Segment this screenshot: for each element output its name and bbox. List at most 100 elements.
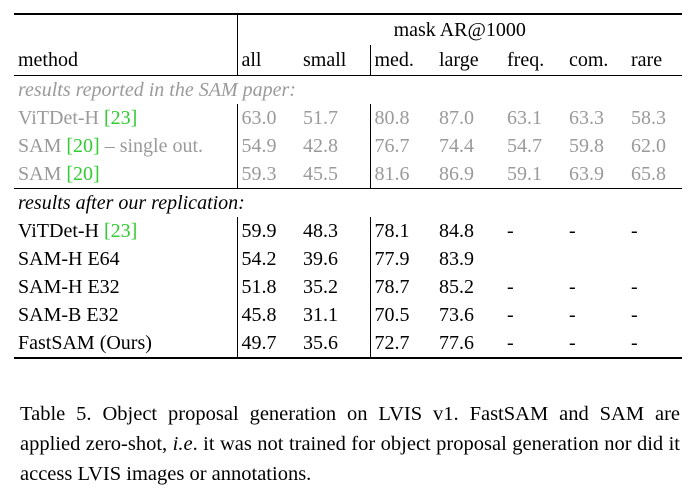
value-cell: 35.6 <box>303 332 338 354</box>
value-cell: 65.8 <box>631 163 666 185</box>
value-cell: 85.2 <box>439 276 474 298</box>
section-row-ours: results after our replication: <box>14 188 682 218</box>
value-cell: 77.9 <box>369 245 435 273</box>
method-cell: SAM [20] <box>14 160 237 189</box>
method-name: ViTDet-H <box>18 220 104 242</box>
value-cell: 78.1 <box>369 217 435 245</box>
caption-ie: i.e <box>172 433 193 455</box>
value-cell: - <box>631 304 638 326</box>
value-cell: 59.1 <box>507 163 542 185</box>
col-header-com: com. <box>569 49 609 71</box>
value-cell: 58.3 <box>631 107 666 129</box>
method-cell: FastSAM (Ours) <box>14 329 237 358</box>
value-cell: 63.3 <box>569 107 604 129</box>
col-header-large: large <box>439 49 479 71</box>
citation-link[interactable]: [23] <box>104 220 138 242</box>
value-cell: - <box>507 332 514 354</box>
value-cell: - <box>507 304 514 326</box>
value-cell: 73.6 <box>439 304 474 326</box>
table-row: ViTDet-H [23] 63.0 51.7 80.8 87.0 63.1 63.3 58.… <box>14 104 682 132</box>
method-name: SAM <box>18 163 67 185</box>
caption-label: Table 5. <box>20 403 92 425</box>
section-row-sam: results reported in the SAM paper: <box>14 75 682 105</box>
method-suffix: – single out. <box>99 135 204 157</box>
value-cell: 59.8 <box>569 135 604 157</box>
value-cell: 49.7 <box>236 329 299 358</box>
value-cell: 84.8 <box>439 220 474 242</box>
value-cell: 86.9 <box>439 163 474 185</box>
value-cell: - <box>631 220 638 242</box>
method-name: SAM-H E32 <box>18 276 120 298</box>
method-name: SAM <box>18 135 67 157</box>
value-cell: 54.9 <box>236 132 299 160</box>
value-cell: 76.7 <box>369 132 435 160</box>
table-row: SAM-H E64 54.2 39.6 77.9 83.9 <box>14 245 682 273</box>
value-cell: - <box>631 332 638 354</box>
column-header-row: method all small med. large freq. com. r… <box>14 45 682 76</box>
col-header-freq: freq. <box>507 49 545 71</box>
results-table: mask AR@1000 method all small med. large… <box>14 13 682 359</box>
value-cell: 63.9 <box>569 163 604 185</box>
value-cell: 39.6 <box>303 248 338 270</box>
section-label-ours: results after our replication: <box>18 192 245 214</box>
value-cell: 80.8 <box>369 104 435 132</box>
method-cell: ViTDet-H [23] <box>14 104 237 132</box>
value-cell: - <box>569 304 576 326</box>
method-name: FastSAM (Ours) <box>18 332 152 354</box>
value-cell: 70.5 <box>369 301 435 329</box>
method-cell: SAM-H E64 <box>14 245 237 273</box>
col-header-all: all <box>236 45 299 76</box>
value-cell: 63.1 <box>507 107 542 129</box>
value-cell: - <box>507 276 514 298</box>
ours-rows: ViTDet-H [23] 59.9 48.3 78.1 84.8- - - SAM-H E6… <box>14 217 682 358</box>
table-row: SAM [20] – single out. 54.9 42.8 76.7 74.4 54… <box>14 132 682 160</box>
value-cell <box>627 245 682 273</box>
citation-link[interactable]: [20] <box>66 135 100 157</box>
value-cell: - <box>631 276 638 298</box>
col-header-rare: rare <box>631 49 663 71</box>
method-cell: SAM-B E32 <box>14 301 237 329</box>
value-cell: 54.2 <box>236 245 299 273</box>
method-cell: SAM [20] – single out. <box>14 132 237 160</box>
value-cell: 72.7 <box>369 329 435 358</box>
method-name: SAM-H E64 <box>18 248 120 270</box>
table-row: FastSAM (Ours) 49.7 35.6 72.7 77.6 - - - <box>14 329 682 358</box>
col-header-small: small <box>303 49 347 71</box>
value-cell: 45.8 <box>236 301 299 329</box>
group-header: mask AR@1000 <box>236 14 682 45</box>
method-header-blank <box>14 14 237 45</box>
value-cell: 81.6 <box>369 160 435 189</box>
table-caption: Table 5. Object proposal generation on L… <box>20 399 680 489</box>
value-cell: - <box>569 332 576 354</box>
sam-rows: ViTDet-H [23] 63.0 51.7 80.8 87.0 63.1 63.3 58.… <box>14 104 682 189</box>
value-cell: 35.2 <box>303 276 338 298</box>
value-cell: 62.0 <box>631 135 666 157</box>
method-cell: SAM-H E32 <box>14 273 237 301</box>
section-label-sam: results reported in the SAM paper: <box>18 79 296 101</box>
value-cell: 54.7 <box>507 135 542 157</box>
value-cell: 59.9 <box>236 217 299 245</box>
caption-text-2: . it was not trained for object proposal… <box>20 433 680 485</box>
value-cell: 83.9 <box>439 248 474 270</box>
table-row: SAM-B E32 45.8 31.1 70.5 73.6 - - - <box>14 301 682 329</box>
method-cell: ViTDet-H [23] <box>14 217 237 245</box>
citation-link[interactable]: [20] <box>66 163 100 185</box>
value-cell: 51.8 <box>236 273 299 301</box>
value-cell: - <box>507 220 514 242</box>
table-row: SAM [20] 59.3 45.5 81.6 86.9 59.1 63.9 65.8 <box>14 160 682 189</box>
value-cell: 45.5 <box>303 163 338 185</box>
value-cell: 51.7 <box>303 107 338 129</box>
value-cell: 87.0 <box>439 107 474 129</box>
value-cell <box>503 245 565 273</box>
table-row: ViTDet-H [23] 59.9 48.3 78.1 84.8- - - <box>14 217 682 245</box>
value-cell: 31.1 <box>303 304 338 326</box>
value-cell: 78.7 <box>369 273 435 301</box>
value-cell: 59.3 <box>236 160 299 189</box>
value-cell: 42.8 <box>303 135 338 157</box>
citation-link[interactable]: [23] <box>104 107 138 129</box>
caption-text-1: Object proposal generation on LVIS v1. F… <box>20 403 681 455</box>
col-header-med: med. <box>369 45 435 76</box>
value-cell: 74.4 <box>439 135 474 157</box>
value-cell: - <box>569 220 576 242</box>
